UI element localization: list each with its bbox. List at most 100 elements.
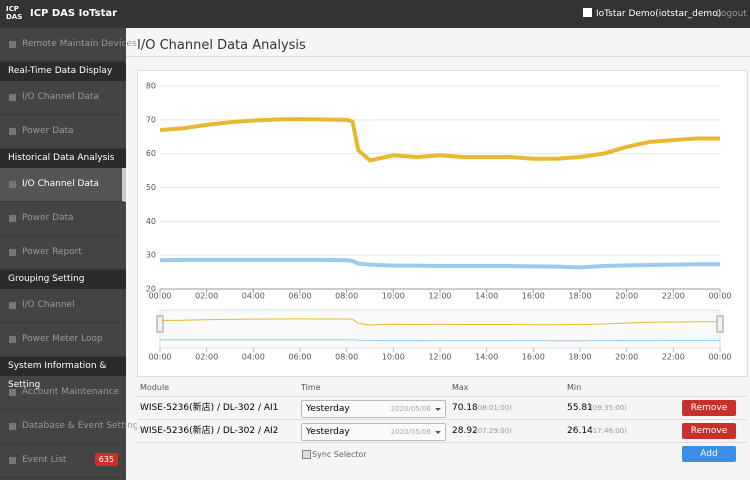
min-time: (17:46:00) [590,427,627,435]
chart-panel: 20 30 40 50 60 70 80 00:00 00:00 02:00 02:00 04:00 0… [137,70,748,377]
remove-button[interactable]: Remove [682,400,736,416]
menu-item[interactable]: Power Report [0,236,126,270]
x-tick-label: 06:00 [288,292,311,301]
time-option: Yesterday [306,404,350,414]
nav-tick-label: 16:00 [522,353,545,362]
x-tick-label: 16:00 [522,292,545,301]
menu-item[interactable]: I/O Channel [0,289,126,323]
date: 2020/05/06 [390,405,431,413]
y-tick-label: 70 [146,115,156,124]
y-tick-label: 30 [146,251,156,260]
user-icon [583,8,592,17]
chart: 20 30 40 50 60 70 80 00:00 00:00 02:00 02:00 04:00 0… [146,82,732,362]
sync-label: Sync Selector [312,450,367,459]
menu-section: Real-Time Data Display [0,62,126,81]
nav-line [159,339,720,342]
y-tick-label: 80 [146,82,156,91]
remove-button[interactable]: Remove [682,423,736,439]
y-tick-label: 40 [146,217,156,226]
checkbox[interactable] [302,450,311,459]
x-tick-label: 02:00 [195,292,218,301]
caret [435,408,441,414]
max: 28.92 [452,426,478,436]
menu-section: Historical Data Analysis [0,149,126,168]
menu-item[interactable]: Database & Event Setting [0,410,139,444]
nav-tick-label: 00:00 [708,353,731,362]
add-button[interactable]: Add [682,446,736,462]
min-time: (09:35:00) [590,404,627,412]
x-tick-label: 00:00 [708,292,731,301]
table-row: WISE-5236(新店) / DL-302 / AI1 Yesterday 202… [137,396,746,420]
series-line [159,257,720,270]
menu-item[interactable]: Power Meter Loop [0,323,126,357]
nav-tick-label: 14:00 [475,353,498,362]
app-name: ICP DAS IoTstar [30,8,118,19]
nav-line [159,318,720,326]
nav-tick-label: 00:00 [148,353,171,362]
menu-item[interactable]: Power Data [0,115,126,149]
badge: 635 [94,453,118,466]
time-select[interactable]: Yesterday 2020/05/06 [301,400,446,418]
y-tick-label: 20 [146,285,156,294]
col-header: Time [301,383,321,392]
menu-item[interactable]: Event List 635 [0,444,126,478]
divider [126,56,750,57]
x-tick-label: 12:00 [428,292,451,301]
caret [435,431,441,437]
nav-tick-label: 08:00 [335,353,358,362]
col-header: Max [452,383,469,392]
x-tick-label: 22:00 [662,292,685,301]
menu-label: Event List [22,455,67,465]
table-header: Module Time Max Min [137,381,746,395]
x-tick-label: 00:00 [148,292,171,301]
menu-item[interactable]: Remote Maintain Devices [0,28,137,62]
min: 55.81 [567,403,593,413]
x-tick-label: 04:00 [242,292,265,301]
menu-item[interactable]: I/O Channel Data [0,168,126,202]
menu-item[interactable]: I/O Channel Data [0,81,126,115]
navigator [159,309,721,349]
col-header: Min [567,383,582,392]
nav-tick-label: 10:00 [382,353,405,362]
col-header: Module [140,383,170,392]
header: ICP DAS ICP DAS IoTstar IoTstar Demo(iot… [0,0,750,28]
module: WISE-5236(新店) / DL-302 / AI1 [140,403,279,413]
time-option: Yesterday [306,427,350,437]
nav-tick-label: 02:00 [195,353,218,362]
logo: ICP DAS [6,5,23,21]
max-time: (08:01:00) [475,404,512,412]
logout[interactable]: Logout [716,9,747,19]
table-row: WISE-5236(新店) / DL-302 / AI2 Yesterday 202… [137,419,746,443]
page-title: I/O Channel Data Analysis [137,38,306,53]
x-tick-label: 14:00 [475,292,498,301]
x-tick-label: 08:00 [335,292,358,301]
nav-tick-label: 18:00 [568,353,591,362]
menu-section: Grouping Setting [0,270,126,289]
sidebar: Remote Maintain Devices Real-Time Data D… [0,28,139,480]
series-line [159,117,720,163]
x-tick-label: 18:00 [568,292,591,301]
max-time: (07:29:00) [475,427,512,435]
menu-section: System Information & Setting [0,357,126,390]
y-tick-label: 60 [146,149,156,158]
user[interactable]: IoTstar Demo(iotstar_demo) [596,9,722,19]
y-tick-label: 50 [146,183,156,192]
max: 70.18 [452,403,478,413]
module: WISE-5236(新店) / DL-302 / AI2 [140,426,279,436]
x-tick-label: 10:00 [382,292,405,301]
nav-tick-label: 04:00 [242,353,265,362]
nav-handle [716,315,724,333]
min: 26.14 [567,426,593,436]
nav-tick-label: 06:00 [288,353,311,362]
nav-tick-label: 20:00 [615,353,638,362]
nav-tick-label: 22:00 [662,353,685,362]
menu-item[interactable]: Power Data [0,202,126,236]
time-select[interactable]: Yesterday 2020/05/06 [301,423,446,441]
table-footer: Sync Selector Add [137,442,746,466]
nav-handle [156,315,164,333]
menu-item[interactable]: Account Maintenance [0,376,126,410]
date: 2020/05/06 [390,428,431,436]
x-tick-label: 20:00 [615,292,638,301]
nav-tick-label: 12:00 [428,353,451,362]
